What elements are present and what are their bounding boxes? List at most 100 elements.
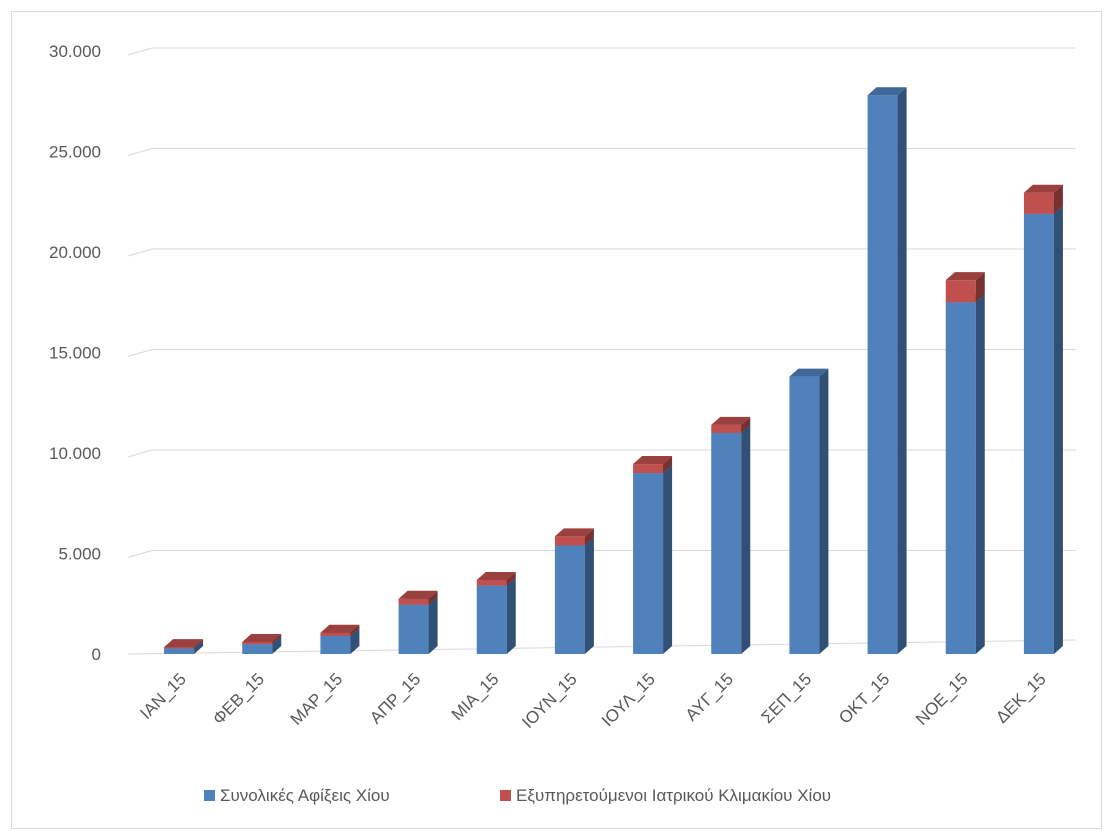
bar-front [554, 536, 585, 546]
bar-arrivals-ΣΕΠ_15 [789, 368, 829, 654]
legend-swatch [500, 790, 511, 801]
bar-side [897, 87, 907, 655]
bar-front [867, 95, 898, 655]
bar-top [398, 590, 438, 599]
bar-front [242, 644, 273, 654]
x-tick-label: ΙΟΥΛ_15 [598, 669, 659, 730]
bar-side [819, 368, 829, 654]
legend-label: Εξυπηρετούμενοι Ιατρικού Κλιμακίου Χίου [516, 786, 831, 805]
bar-arrivals-ΑΠΡ_15 [398, 596, 438, 654]
x-tick-label: ΔΕΚ_15 [992, 669, 1050, 727]
y-tick-label: 15.000 [49, 344, 101, 363]
bar-top [320, 624, 360, 633]
bar-arrivals-ΙΟΥΝ_15 [554, 537, 594, 654]
bar-arrivals-ΟΚΤ_15 [867, 87, 907, 655]
bar-side [975, 272, 985, 303]
bar-medical-ΙΟΥΛ_15 [633, 456, 673, 474]
bar-top [945, 272, 985, 281]
bar-top [242, 633, 282, 642]
bar-side [975, 294, 985, 654]
bar-front [554, 545, 585, 654]
bar-side [584, 528, 594, 546]
bar-medical-ΑΥΓ_15 [711, 416, 751, 433]
bar-front [164, 648, 195, 654]
bar-side [272, 633, 282, 645]
legend-label: Συνολικές Αφίξεις Χίου [220, 786, 390, 805]
legend: Συνολικές Αφίξεις Χίου Εξυπηρετούμενοι Ια… [204, 786, 831, 805]
bar-side [741, 424, 751, 654]
bar-top [633, 456, 673, 465]
bar-front [398, 598, 429, 605]
bar-side [350, 627, 360, 654]
x-tick-label: ΑΥΓ_15 [682, 669, 737, 724]
x-tick-label: ΙΟΥΝ_15 [518, 669, 581, 732]
x-tick-label: ΟΚΤ_15 [835, 669, 893, 727]
bar-front [945, 280, 976, 303]
bar-front [242, 641, 273, 645]
bar-top [867, 87, 907, 96]
bar-front [476, 580, 507, 586]
bar-side [741, 416, 751, 433]
bar-medical-IAN_15 [164, 639, 204, 649]
bar-medical-ΦΕΒ_15 [242, 633, 282, 645]
bar-front [789, 376, 820, 654]
bar-medical-ΜΙΑ_15 [476, 572, 516, 586]
gridline-depth [127, 349, 153, 357]
y-tick-label: 5.000 [58, 545, 101, 564]
bar-side [506, 577, 516, 654]
bar-medical-ΑΠΡ_15 [398, 590, 438, 605]
bar-arrivals-ΝΟΕ_15 [945, 294, 985, 654]
x-tick-label: ΣΕΠ_15 [758, 669, 816, 727]
bar-side [1053, 184, 1063, 214]
bars [164, 87, 1063, 655]
gridline-depth [127, 148, 153, 156]
bar-side [428, 590, 438, 605]
y-tick-label: 0 [92, 645, 101, 664]
bar-medical-ΜΑΡ_15 [320, 624, 360, 636]
bar-front [476, 585, 507, 654]
chart-frame [11, 11, 1102, 829]
bar-medical-ΔΕΚ_15 [1023, 184, 1063, 214]
bar-side [506, 572, 516, 586]
x-axis: IAN_15 ΦΕΒ_15 ΜΑΡ_15 ΑΠΡ_15 ΜΙΑ_15 ΙΟΥΝ_15 ΙΟΥ… [136, 669, 1049, 732]
bar-side [663, 465, 673, 654]
bar-top [711, 416, 751, 425]
x-tick-label: ΜΙΑ_15 [448, 669, 503, 724]
bar-front [320, 632, 351, 636]
bar-side [194, 639, 204, 649]
bar-front [1023, 213, 1054, 654]
bar-top [1023, 184, 1063, 193]
bar-front [633, 473, 664, 654]
y-tick-label: 30.000 [49, 42, 101, 61]
bar-front [164, 647, 195, 649]
x-tick-label: ΝΟΕ_15 [912, 669, 972, 729]
bar-front [945, 302, 976, 654]
bar-arrivals-ΔΕΚ_15 [1023, 205, 1063, 654]
x-tick-label: ΑΠΡ_15 [366, 669, 424, 727]
bar-top [554, 528, 594, 537]
bar-side [194, 640, 204, 654]
y-tick-label: 10.000 [49, 444, 101, 463]
y-tick-label: 20.000 [49, 243, 101, 262]
bar-arrivals-ΜΙΑ_15 [476, 577, 516, 654]
bar-side [428, 596, 438, 654]
legend-item: Συνολικές Αφίξεις Χίου [204, 786, 390, 805]
bar-medical-ΝΟΕ_15 [945, 272, 985, 303]
x-tick-label: ΦΕΒ_15 [209, 669, 268, 728]
bar-front [1023, 192, 1054, 214]
legend-swatch [204, 790, 215, 801]
gridline-depth [127, 550, 153, 558]
bar-top [789, 368, 829, 377]
bar-side [584, 537, 594, 654]
bar-arrivals-ΑΥΓ_15 [711, 424, 751, 654]
bar-front [320, 635, 351, 654]
gridline-depth [127, 449, 153, 458]
bar-side [663, 456, 673, 474]
bar-side [350, 624, 360, 636]
bar-side [1053, 205, 1063, 654]
bar-top [476, 572, 516, 581]
x-tick-label: ΜΑΡ_15 [287, 669, 347, 729]
bar-arrivals-ΙΟΥΛ_15 [633, 465, 673, 654]
x-tick-label: IAN_15 [136, 669, 190, 723]
